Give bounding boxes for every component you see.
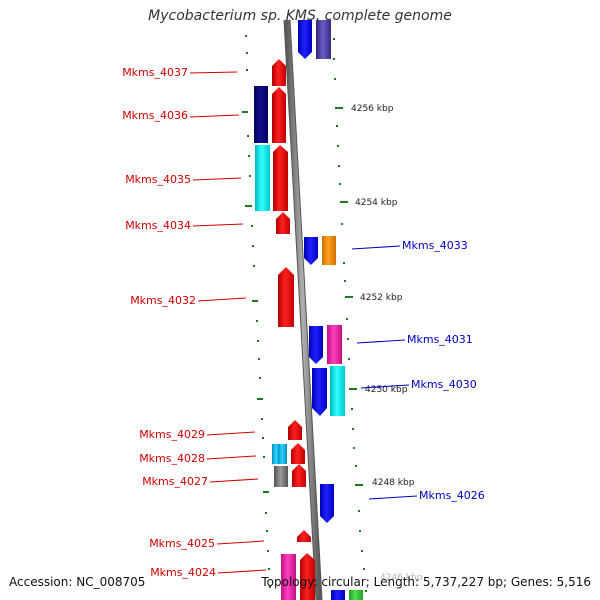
gene-Mkms_4030-b <box>330 366 345 416</box>
gene-Mkms_4027-b <box>292 464 306 487</box>
gene-Mkms_4036-a <box>254 86 268 143</box>
gene-Mkms_4035-b <box>273 145 288 211</box>
scale-tick-4256 <box>335 107 343 109</box>
map-title: Mycobacterium sp. KMS, complete genome <box>148 8 452 24</box>
gene-Mkms_4024-a <box>281 554 296 600</box>
forward-gene-labels: Mkms_4033 Mkms_4031 Mkms_4030 Mkms_4026 <box>402 239 485 502</box>
gene-label-Mkms_4026: Mkms_4026 <box>419 489 485 502</box>
scale-tick-4254 <box>340 201 348 203</box>
minor-tick <box>245 205 252 207</box>
gene-Mkms_4035-a <box>255 145 270 211</box>
leader-lines <box>189 71 418 574</box>
genome-backbone <box>283 19 323 600</box>
gene-Mkms_4033-a <box>304 237 318 265</box>
gene-Mkms_4024-b <box>300 553 315 600</box>
minor-tick <box>252 300 258 302</box>
gene-Mkms_4032 <box>278 267 294 327</box>
gene-label-Mkms_4033: Mkms_4033 <box>402 239 468 252</box>
gene-Mkms_4030-a <box>312 368 327 416</box>
topology-summary: Topology: circular; Length: 5,737,227 bp… <box>261 575 591 589</box>
minor-tick <box>242 111 248 113</box>
scale-label-4246: 4246 kbp <box>380 573 423 583</box>
minor-tick <box>257 398 263 400</box>
top-partial-features <box>298 20 331 59</box>
gene-Mkms_4029 <box>288 420 302 440</box>
gene-label-Mkms_4036: Mkms_4036 <box>122 109 188 122</box>
gene-label-Mkms_4037: Mkms_4037 <box>122 66 188 79</box>
scale-label-4256: 4256 kbp <box>351 104 394 114</box>
gene-Mkms_4033-b <box>322 236 336 265</box>
gene-label-Mkms_4030: Mkms_4030 <box>411 378 477 391</box>
gene-Mkms_4028-c <box>291 443 305 464</box>
forward-strand-genes <box>304 236 363 600</box>
scale-ticks: 4256 kbp 4254 kbp 4252 kbp 4250 kbp 4248… <box>335 104 423 583</box>
gene-top-slate <box>316 20 331 59</box>
gene-label-Mkms_4028: Mkms_4028 <box>139 452 205 465</box>
gene-Mkms_4026 <box>320 484 334 523</box>
minor-tick <box>263 491 269 493</box>
reverse-gene-labels: Mkms_4037 Mkms_4036 Mkms_4035 Mkms_4034 … <box>122 66 216 579</box>
gene-Mkms_4028-b <box>278 444 287 464</box>
gene-Mkms_4031-a <box>309 326 323 364</box>
gene-Mkms_4031-b <box>327 325 342 364</box>
gene-label-Mkms_4035: Mkms_4035 <box>125 173 191 186</box>
gene-Mkms_4034 <box>276 212 290 234</box>
gene-top-blue <box>298 20 312 59</box>
scale-tick-4252 <box>345 296 353 298</box>
gene-label-Mkms_4034: Mkms_4034 <box>125 219 191 232</box>
inner-dotted-guide <box>242 35 271 588</box>
scale-label-4248: 4248 kbp <box>372 478 415 488</box>
scale-label-4252: 4252 kbp <box>360 293 403 303</box>
outer-dotted-guide <box>333 38 367 592</box>
gene-Mkms_4027-a <box>274 466 288 487</box>
scale-tick-4250 <box>349 388 357 390</box>
gene-bottom-green <box>349 590 363 600</box>
gene-Mkms_4037 <box>272 59 286 86</box>
scale-tick-4248 <box>355 484 363 486</box>
gene-label-Mkms_4027: Mkms_4027 <box>142 475 208 488</box>
gene-label-Mkms_4032: Mkms_4032 <box>130 294 196 307</box>
gene-label-Mkms_4029: Mkms_4029 <box>139 428 205 441</box>
gene-label-Mkms_4024: Mkms_4024 <box>150 566 216 579</box>
scale-label-4254: 4254 kbp <box>355 198 398 208</box>
accession-text: Accession: NC_008705 <box>9 575 146 589</box>
gene-bottom-blue <box>331 590 345 600</box>
reverse-strand-genes <box>254 59 315 600</box>
scale-label-4250: 4250 kbp <box>365 385 408 395</box>
gene-label-Mkms_4025: Mkms_4025 <box>149 537 215 550</box>
gene-Mkms_4025 <box>297 530 311 542</box>
gene-Mkms_4036-b <box>272 87 286 143</box>
gene-label-Mkms_4031: Mkms_4031 <box>407 333 473 346</box>
